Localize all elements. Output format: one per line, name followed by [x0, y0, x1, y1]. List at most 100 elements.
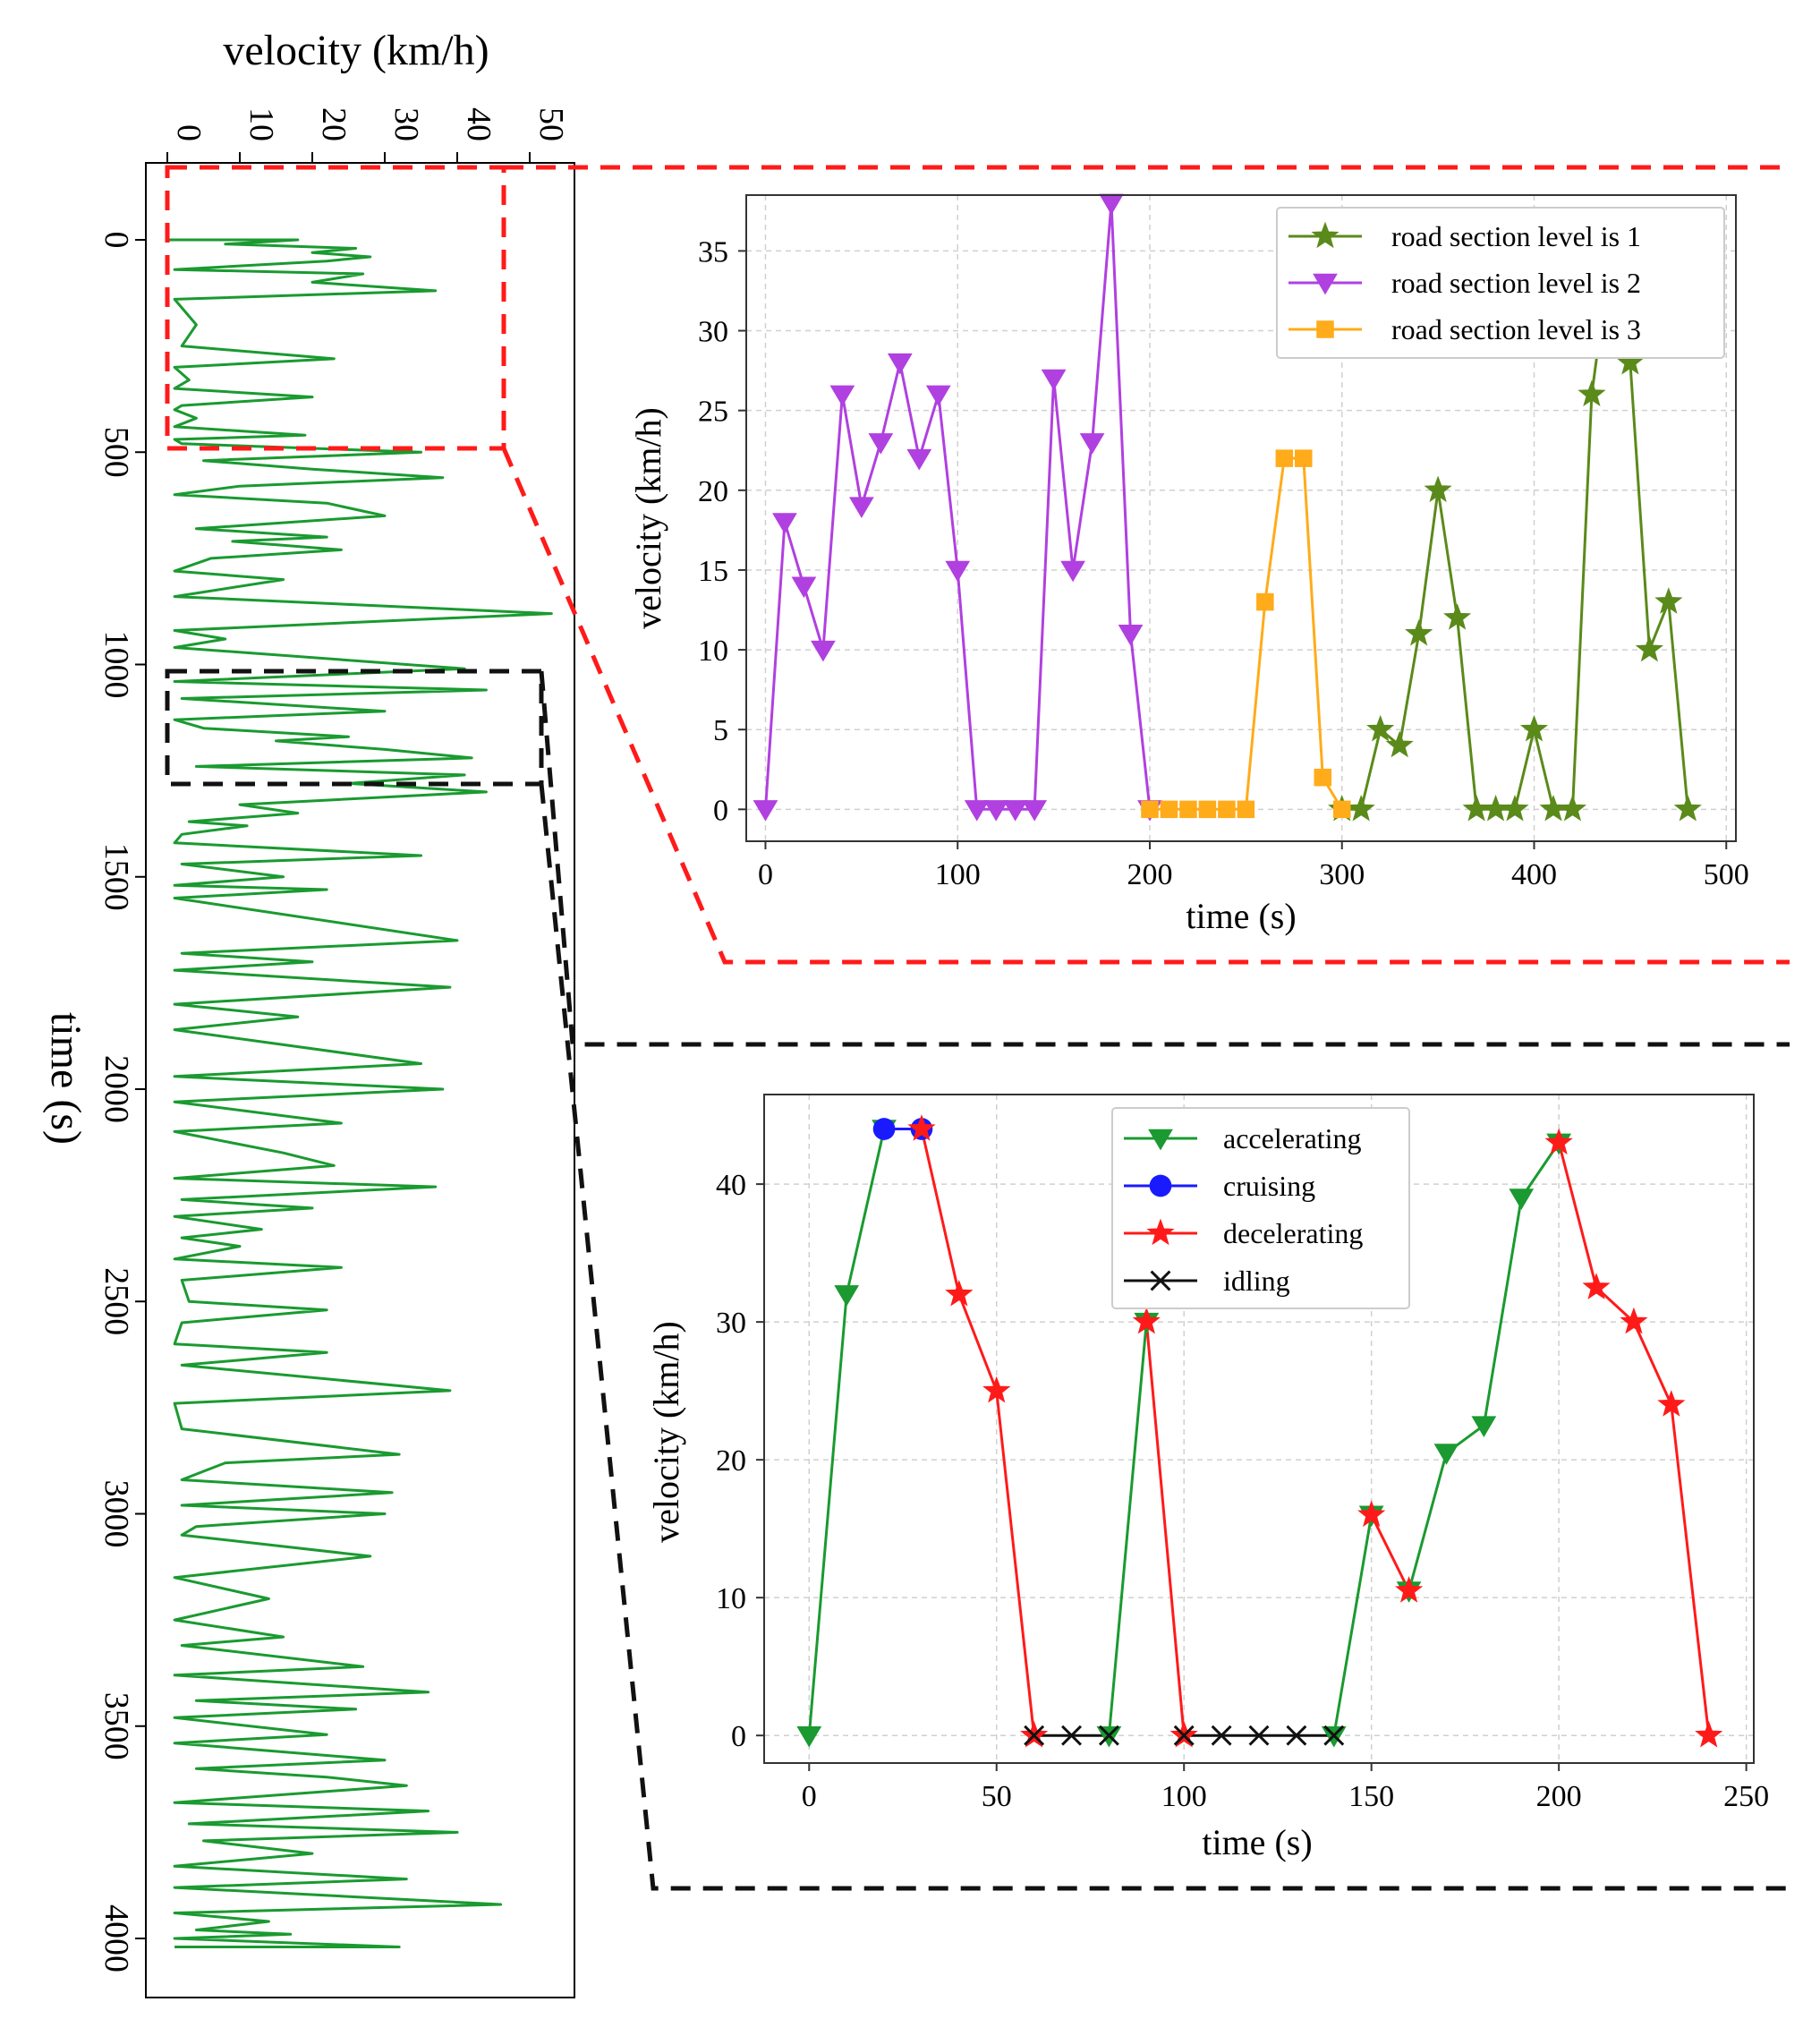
- road-level-y-tick-label: 35: [698, 235, 728, 268]
- road-level-y-tick-label: 20: [698, 475, 728, 508]
- driving-mode-x-tick-label: 100: [1161, 1780, 1207, 1813]
- zoom-connectors: [165, 165, 1790, 1891]
- overview-time-label: time (s): [42, 1012, 89, 1145]
- driving-mode-point-marker: [1248, 1725, 1270, 1746]
- driving-mode-point-marker: [1471, 1416, 1497, 1437]
- road-level-point-marker: [1160, 800, 1178, 819]
- road-level-point-marker: [772, 513, 797, 534]
- road-level-point-marker: [1179, 800, 1197, 819]
- driving-mode-y-tick-label: 0: [731, 1720, 746, 1753]
- driving-mode-y-tick-label: 40: [716, 1169, 746, 1202]
- overview-time-tick-label: 3500: [98, 1692, 135, 1760]
- road-level-point-marker: [1366, 714, 1395, 742]
- driving-mode-x-tick-label: 200: [1536, 1780, 1582, 1813]
- road-level-point-marker: [1256, 592, 1274, 611]
- road-level-point-marker: [906, 448, 932, 471]
- driving-mode-point-marker: [1433, 1444, 1459, 1465]
- road-level-point-marker: [1558, 794, 1587, 822]
- road-level-y-tick-label: 10: [698, 635, 728, 668]
- driving-mode-x-tick-label: 0: [802, 1780, 817, 1813]
- road-level-point-marker: [1118, 624, 1144, 646]
- driving-mode-point-marker: [1695, 1720, 1723, 1748]
- driving-mode-point-marker: [872, 1118, 896, 1140]
- road-level-legend-label: road section level is 3: [1391, 313, 1641, 345]
- road-level-legend-marker: [1311, 221, 1339, 249]
- road-level-point-marker: [1060, 560, 1085, 583]
- road-level-point-marker: [868, 433, 894, 455]
- road-level-y-tick-label: 0: [713, 794, 728, 827]
- driving-mode-point-marker: [1657, 1390, 1686, 1417]
- road-level-legend-box: [1276, 207, 1725, 359]
- driving-mode-series-line: [1107, 1321, 1148, 1736]
- road-level-xlabel: time (s): [1186, 896, 1296, 936]
- driving-mode-point-marker: [1286, 1725, 1307, 1746]
- road-level-point-marker: [829, 385, 855, 407]
- road-level-ylabel: velocity (km/h): [628, 407, 668, 629]
- driving-mode-legend-label: decelerating: [1223, 1217, 1363, 1249]
- road-level-point-marker: [1578, 379, 1606, 407]
- black-zoom-connector-bottom: [539, 783, 1790, 1891]
- driving-mode-point-marker: [1211, 1725, 1232, 1746]
- road-level-x-tick-label: 300: [1319, 858, 1365, 891]
- driving-mode-y-tick-label: 30: [716, 1307, 746, 1340]
- road-level-point-marker: [1314, 768, 1332, 787]
- road-level-point-marker: [887, 353, 913, 375]
- driving-mode-ylabel: velocity (km/h): [646, 1321, 686, 1543]
- driving-mode-legend-label: accelerating: [1223, 1122, 1362, 1154]
- overview-velocity-tick-label: 50: [532, 107, 570, 141]
- driving-mode-point-marker: [1582, 1273, 1611, 1299]
- road-level-point-marker: [1405, 618, 1433, 646]
- road-level-x-tick-label: 0: [758, 858, 773, 891]
- road-level-legend-marker: [1316, 320, 1334, 338]
- overview-time-tick-label: 2000: [98, 1055, 135, 1123]
- driving-mode-point-marker: [1395, 1576, 1424, 1603]
- driving-mode-legend-marker: [1149, 1174, 1172, 1197]
- road-level-y-tick-label: 30: [698, 316, 728, 349]
- road-level-point-marker: [1002, 800, 1028, 822]
- road-level-point-marker: [1218, 800, 1236, 819]
- road-level-y-tick-label: 15: [698, 555, 728, 588]
- road-level-point-marker: [1332, 800, 1351, 819]
- road-level-point-marker: [848, 497, 874, 518]
- road-level-legend-label: road section level is 1: [1391, 220, 1641, 252]
- road-level-legend-marker: [1313, 273, 1338, 295]
- driving-mode-y-tick-label: 20: [716, 1444, 746, 1478]
- driving-mode-point-marker: [1357, 1500, 1386, 1528]
- road-level-point-marker: [811, 640, 836, 662]
- overview-time-tick-label: 3000: [98, 1480, 135, 1548]
- road-level-point-marker: [1424, 475, 1452, 503]
- driving-mode-axes-frame: [763, 1094, 1755, 1764]
- road-level-legend: road section level is 1 road section leve…: [1276, 207, 1725, 359]
- road-level-x-tick-label: 200: [1127, 858, 1172, 891]
- driving-mode-point-marker: [834, 1285, 860, 1307]
- driving-mode-point-marker: [796, 1725, 822, 1748]
- road-level-legend-label: road section level is 2: [1391, 267, 1641, 299]
- road-level-point-marker: [1275, 449, 1294, 467]
- road-level-x-tick-label: 500: [1704, 858, 1749, 891]
- driving-mode-x-tick-label: 250: [1723, 1780, 1769, 1813]
- driving-mode-point-marker: [1132, 1307, 1161, 1334]
- driving-mode-plot: 0 50 100 150 200 250 0 10 20 30 40 time (s) veloci…: [646, 1094, 1769, 1862]
- road-level-point-marker: [753, 800, 778, 822]
- road-level-point-marker: [791, 576, 817, 599]
- driving-mode-point-marker: [1323, 1725, 1345, 1746]
- road-level-point-marker: [1237, 800, 1255, 819]
- road-level-axes-frame: [745, 194, 1737, 842]
- road-level-point-marker: [964, 800, 990, 822]
- road-level-y-tick-label: 25: [698, 396, 728, 429]
- driving-mode-series-line: [1332, 1514, 1374, 1736]
- overview-velocity-tick-label: 0: [170, 124, 208, 141]
- road-level-point-marker: [1443, 603, 1472, 630]
- road-level-x-tick-label: 400: [1511, 858, 1557, 891]
- driving-mode-point-marker: [1544, 1128, 1573, 1155]
- driving-mode-point-marker: [982, 1376, 1011, 1403]
- road-level-point-marker: [983, 800, 1009, 822]
- overview-time-tick-label: 1000: [98, 631, 135, 699]
- driving-mode-legend-marker: [1146, 1218, 1175, 1246]
- driving-mode-point-marker: [1098, 1725, 1119, 1746]
- overview-time-tick-label: 500: [98, 427, 135, 478]
- driving-mode-y-tick-label: 10: [716, 1582, 746, 1615]
- overview-time-tick-label: 1500: [98, 843, 135, 911]
- driving-mode-legend-label: cruising: [1223, 1170, 1315, 1202]
